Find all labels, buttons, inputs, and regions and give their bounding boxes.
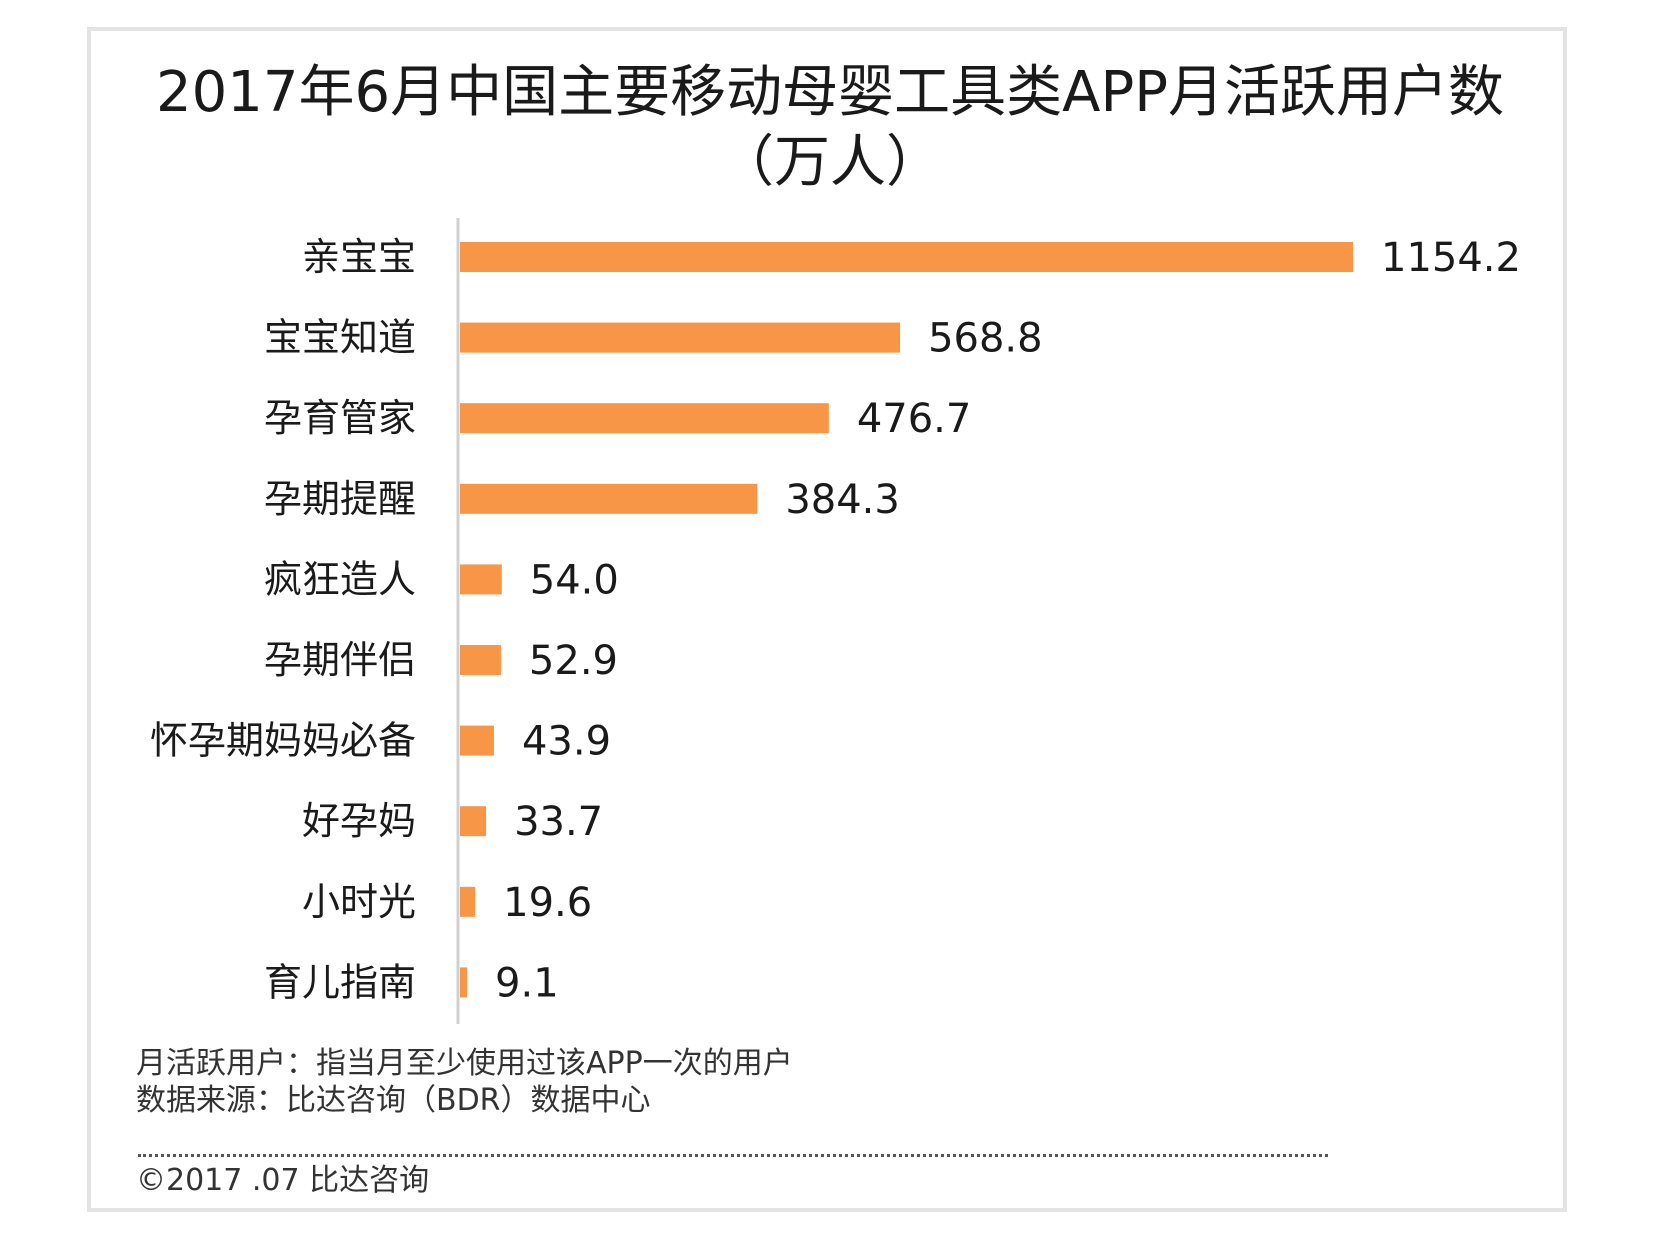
data-label: 52.9 (529, 638, 618, 684)
chart-title-main: 2017年6月中国主要移动母婴工具类APP月活跃用户数 (156, 60, 1504, 125)
bar (460, 322, 901, 353)
data-label: 43.9 (522, 719, 611, 765)
data-label: 568.8 (928, 316, 1043, 362)
chart-notes: 月活跃用户：指当月至少使用过该APP一次的用户 数据来源：比达咨询（BDR）数据… (136, 1045, 793, 1119)
data-label: 9.1 (495, 960, 559, 1006)
bar (460, 725, 494, 756)
category-label: 孕育管家 (264, 396, 416, 440)
data-label: 33.7 (514, 799, 603, 845)
data-label: 1154.2 (1381, 235, 1521, 281)
bar (460, 645, 501, 675)
chart-title: 2017年6月中国主要移动母婴工具类APP月活跃用户数 （万人） (100, 58, 1560, 198)
category-label: 宝宝知道 (264, 316, 416, 360)
bar (460, 886, 476, 917)
category-label: 小时光 (302, 880, 416, 924)
category-label: 孕期伴侣 (264, 638, 416, 682)
data-label: 19.6 (503, 880, 592, 926)
bar (460, 967, 468, 998)
dotted-divider (138, 1154, 1328, 1157)
category-label: 怀孕期妈妈必备 (150, 719, 416, 763)
note-source: 数据来源：比达咨询（BDR）数据中心 (136, 1083, 651, 1118)
bar (460, 483, 758, 514)
bar (460, 806, 487, 837)
data-label: 384.3 (785, 477, 900, 523)
data-label: 54.0 (530, 557, 619, 603)
category-label: 疯狂造人 (264, 557, 416, 601)
note-definition: 月活跃用户：指当月至少使用过该APP一次的用户 (136, 1046, 793, 1081)
copyright-text: ©2017 .07 比达咨询 (136, 1163, 430, 1198)
category-label: 亲宝宝 (302, 235, 416, 279)
category-label: 孕期提醒 (264, 477, 416, 521)
category-label: 好孕妈 (302, 799, 416, 843)
chart-title-unit: （万人） (718, 130, 942, 195)
bar (460, 564, 502, 595)
data-label: 476.7 (857, 396, 972, 442)
chart-frame (87, 27, 1567, 1212)
bar (460, 242, 1353, 272)
bar (460, 403, 829, 434)
category-label: 育儿指南 (264, 960, 416, 1004)
